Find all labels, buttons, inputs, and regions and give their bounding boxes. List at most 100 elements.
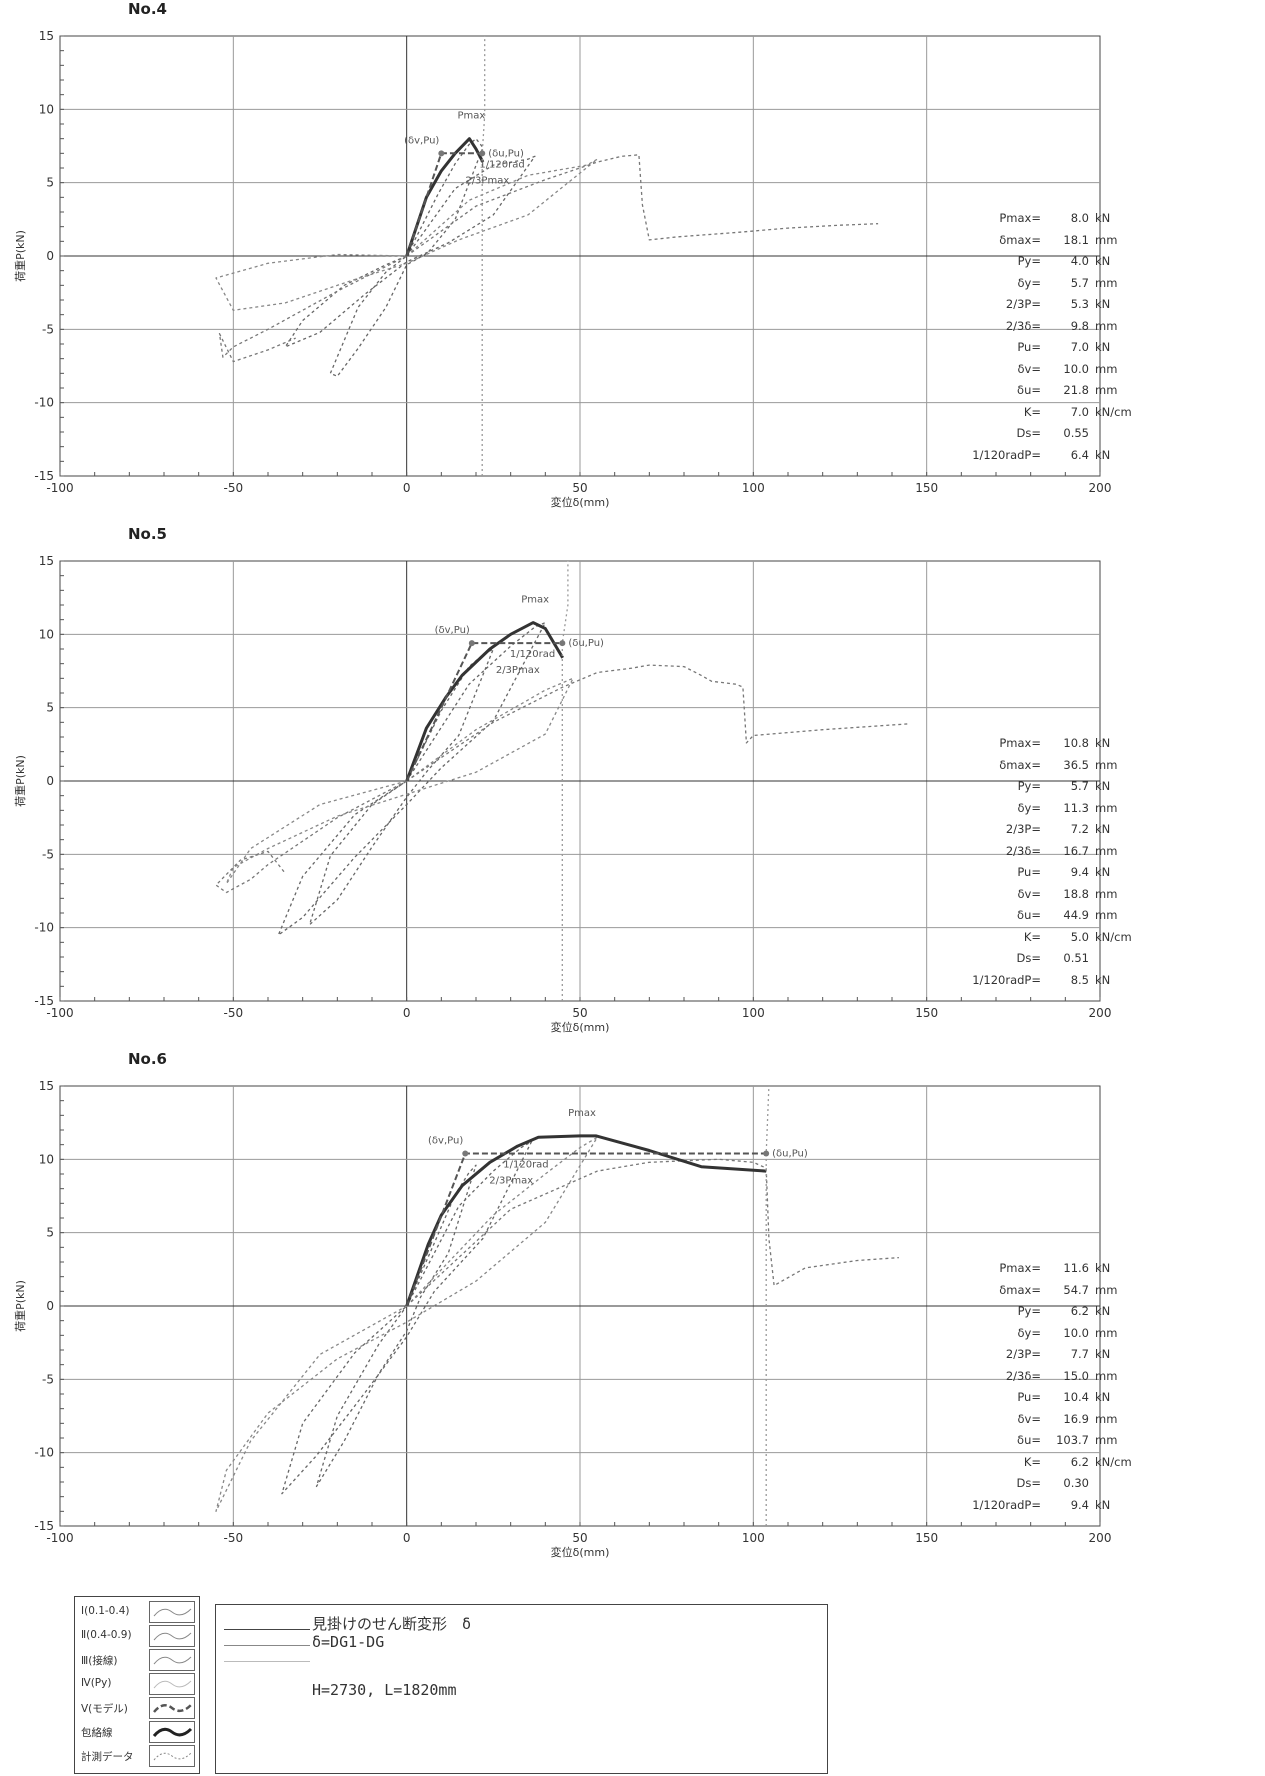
stat-row: δv= 18.8 mm bbox=[945, 884, 1145, 906]
stat-value: 103.7 bbox=[1056, 1433, 1089, 1447]
stat-row: δv= 16.9 mm bbox=[945, 1409, 1145, 1431]
stat-row: 1/120radP= 6.4 kN bbox=[945, 445, 1145, 467]
stat-label: δmax= bbox=[999, 232, 1041, 247]
annotation-2-3pmax: 2/3Pmax bbox=[489, 1175, 533, 1186]
stat-unit bbox=[1095, 1473, 1145, 1495]
x-tick-label: 0 bbox=[403, 1006, 411, 1020]
x-tick-label: 150 bbox=[915, 1006, 938, 1020]
annotation-2-3pmax: 2/3Pmax bbox=[465, 175, 509, 186]
chart-panel-no4: No.4 -100 -50 0 50 100 150 200 15 10 5 0 -5 -10 -15 変位… bbox=[0, 0, 1265, 520]
stat-value: 54.7 bbox=[1063, 1282, 1089, 1297]
y-tick-label: 10 bbox=[39, 1152, 54, 1166]
stats-table: Pmax= 8.0 kN δmax= 18.1 mm Py= 4.0 kN δy= 5.7 mm 2/3… bbox=[945, 208, 1145, 466]
panel-label: No.6 bbox=[128, 1050, 167, 1068]
stat-value: 18.1 bbox=[1063, 232, 1089, 247]
stat-value: 15.0 bbox=[1063, 1368, 1089, 1383]
x-tick-label: 150 bbox=[915, 481, 938, 495]
load-displacement-chart: -100 -50 0 50 100 150 200151050-5-10-15変位δ(mm)… bbox=[13, 29, 1111, 509]
series-cyclic bbox=[277, 621, 546, 936]
stat-value: 0.30 bbox=[1063, 1476, 1089, 1490]
stat-unit: mm bbox=[1095, 1282, 1118, 1297]
stat-value: 5.7 bbox=[1070, 779, 1089, 793]
legend: Ⅰ(0.1-0.4) Ⅱ(0.4-0.9) Ⅲ(接線) Ⅳ(Py) Ⅴ(モデル) 包絡線計… bbox=[74, 1596, 200, 1774]
y-tick-label: -10 bbox=[34, 921, 54, 935]
stat-value: 44.9 bbox=[1063, 908, 1089, 922]
y-tick-label: -5 bbox=[42, 322, 54, 336]
stat-unit: kN bbox=[1095, 254, 1111, 268]
stat-label: Py= bbox=[1017, 1304, 1041, 1318]
note-line-2: δ=DG1-DG bbox=[312, 1633, 385, 1651]
stat-label: K= bbox=[1023, 929, 1041, 944]
legend-item: Ⅱ(0.4-0.9) bbox=[75, 1625, 199, 1647]
du-pu-marker bbox=[763, 1150, 770, 1157]
stat-unit: mm bbox=[1095, 232, 1118, 247]
stat-label: 2/3δ= bbox=[1005, 1368, 1041, 1383]
stat-value: 7.2 bbox=[1070, 822, 1089, 836]
stat-row: K= 5.0 kN/cm bbox=[945, 927, 1145, 949]
y-tick-label: 0 bbox=[46, 249, 54, 263]
x-tick-label: 100 bbox=[742, 1006, 765, 1020]
x-tick-label: -100 bbox=[46, 1006, 73, 1020]
stat-unit: kN bbox=[1095, 865, 1111, 879]
load-displacement-chart: -100 -50 0 50 100 150 200151050-5-10-15変位δ(mm)… bbox=[13, 554, 1111, 1034]
stat-unit: mm bbox=[1095, 1325, 1118, 1340]
stat-unit: kN/cm bbox=[1095, 929, 1132, 944]
stat-row: δy= 11.3 mm bbox=[945, 798, 1145, 820]
stat-label: Ds= bbox=[1016, 951, 1041, 965]
annotation-120rad: 1/120rad bbox=[479, 159, 524, 170]
x-tick-label: 200 bbox=[1089, 1531, 1112, 1545]
annotation-du-pu: (δu,Pu) bbox=[772, 1148, 808, 1159]
y-tick-label: 0 bbox=[46, 774, 54, 788]
annotation-du-pu: (δu,Pu) bbox=[488, 148, 524, 159]
stat-unit bbox=[1095, 423, 1145, 445]
annotation-dv-pu: (δv,Pu) bbox=[404, 135, 439, 146]
stat-label: 1/120radP= bbox=[972, 972, 1041, 987]
legend-item: Ⅰ(0.1-0.4) bbox=[75, 1601, 199, 1623]
stat-value: 8.0 bbox=[1070, 211, 1089, 225]
stat-value: 6.2 bbox=[1070, 1454, 1089, 1469]
note-rule-light bbox=[224, 1661, 310, 1662]
annotation-pmax: Pmax bbox=[568, 1108, 596, 1119]
y-tick-label: -5 bbox=[42, 1372, 54, 1386]
stat-row: δu= 21.8 mm bbox=[945, 380, 1145, 402]
x-axis-label: 変位δ(mm) bbox=[551, 495, 610, 509]
stat-row: Py= 4.0 kN bbox=[945, 251, 1145, 273]
series-measured bbox=[218, 255, 407, 363]
legend-swatch-line bbox=[152, 1727, 193, 1737]
series-envelope bbox=[405, 137, 485, 257]
stat-unit: mm bbox=[1095, 800, 1118, 815]
stat-value: 6.2 bbox=[1070, 1304, 1089, 1318]
stat-label: 2/3P= bbox=[1005, 297, 1041, 311]
x-tick-label: -100 bbox=[46, 1531, 73, 1545]
stat-label: Pu= bbox=[1017, 865, 1041, 879]
stat-label: Pmax= bbox=[999, 736, 1041, 750]
legend-swatch-line bbox=[153, 1752, 192, 1761]
note-rule-mid bbox=[224, 1645, 310, 1646]
stat-value: 5.3 bbox=[1070, 297, 1089, 311]
x-tick-label: 0 bbox=[403, 481, 411, 495]
annotation-pmax: Pmax bbox=[457, 111, 485, 122]
y-tick-label: -10 bbox=[34, 1446, 54, 1460]
stat-value: 4.0 bbox=[1070, 254, 1089, 268]
stat-label: δu= bbox=[1017, 908, 1041, 922]
stat-row: 2/3δ= 9.8 mm bbox=[945, 316, 1145, 338]
stat-row: Pu= 7.0 kN bbox=[945, 337, 1145, 359]
x-tick-label: -100 bbox=[46, 481, 73, 495]
stat-label: δv= bbox=[1017, 1411, 1041, 1426]
panel-label: No.4 bbox=[128, 0, 167, 18]
series-cyclic bbox=[215, 158, 598, 311]
stat-value: 9.8 bbox=[1070, 318, 1089, 333]
x-tick-label: 50 bbox=[572, 1006, 587, 1020]
stat-row: Pmax= 8.0 kN bbox=[945, 208, 1145, 230]
stat-unit: kN bbox=[1095, 1261, 1111, 1275]
stats-table: Pmax= 10.8 kN δmax= 36.5 mm Py= 5.7 kN δy= 11.3 mm 2… bbox=[945, 733, 1145, 991]
note-rule-dark bbox=[224, 1629, 310, 1630]
stat-value: 7.0 bbox=[1070, 404, 1089, 419]
panel-label: No.5 bbox=[128, 525, 167, 543]
stat-label: 2/3P= bbox=[1005, 1347, 1041, 1361]
stat-unit: kN/cm bbox=[1095, 404, 1132, 419]
note-line-3: H=2730, L=1820mm bbox=[312, 1681, 457, 1699]
legend-item: 計測データ bbox=[75, 1745, 199, 1767]
stat-label: Pu= bbox=[1017, 340, 1041, 354]
du-pu-marker bbox=[479, 150, 486, 157]
